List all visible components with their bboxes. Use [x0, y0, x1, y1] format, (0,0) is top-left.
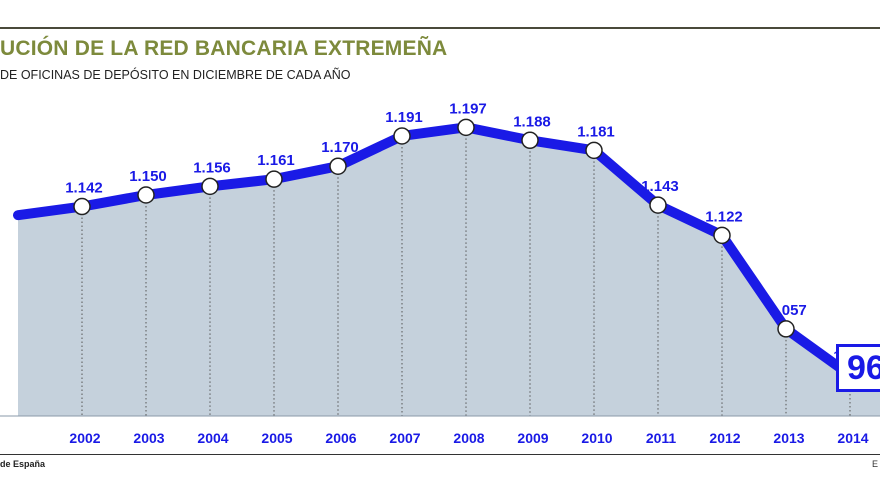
x-tick-label: 2003 — [133, 430, 164, 446]
x-tick-label: 2012 — [709, 430, 740, 446]
top-rule — [0, 27, 880, 29]
x-tick-label: 2006 — [325, 430, 356, 446]
data-label: 1.143 — [641, 178, 679, 195]
series-line — [13, 122, 880, 382]
chart-subtitle: DE OFICINAS DE DEPÓSITO EN DICIEMBRE DE … — [0, 68, 351, 82]
x-tick-label: 2007 — [389, 430, 420, 446]
x-tick-label: 2002 — [69, 430, 100, 446]
x-tick-label: 2014 — [837, 430, 868, 446]
data-label: 1.197 — [449, 100, 487, 117]
data-point — [649, 196, 667, 214]
data-label: 1.161 — [257, 152, 295, 169]
bottom-rule — [0, 454, 880, 455]
x-tick-label: 2008 — [453, 430, 484, 446]
credit-note: E — [872, 459, 879, 469]
chart-title: UCIÓN DE LA RED BANCARIA EXTREMEÑA — [0, 37, 448, 60]
x-tick-label: 2004 — [197, 430, 228, 446]
data-point — [713, 226, 731, 245]
data-point — [201, 177, 219, 196]
data-point — [521, 131, 539, 150]
data-label: 1.142 — [65, 180, 103, 197]
x-tick-label: 2005 — [261, 430, 292, 446]
data-label: 1.150 — [129, 168, 167, 185]
data-label: 1.170 — [321, 139, 359, 156]
data-label: 1.188 — [513, 113, 551, 130]
x-tick-label: 2013 — [773, 430, 804, 446]
data-label: 1.191 — [385, 109, 423, 126]
data-point — [457, 118, 475, 137]
data-label: 1.122 — [705, 208, 743, 225]
data-point — [137, 186, 155, 204]
source-note: de España — [0, 459, 46, 469]
data-point — [585, 141, 603, 160]
area-fill — [18, 127, 880, 416]
data-label: 1.156 — [193, 159, 231, 176]
data-label: 1.181 — [577, 123, 615, 140]
data-point — [329, 157, 347, 175]
x-tick-label: 2010 — [581, 430, 612, 446]
x-tick-label: 2011 — [646, 430, 677, 446]
data-point — [265, 170, 283, 188]
x-tick-label: 2009 — [517, 430, 548, 446]
data-point — [393, 127, 411, 145]
data-point — [777, 320, 795, 338]
data-point — [73, 197, 91, 216]
data-label: 1.057 — [769, 302, 807, 319]
highlight-value-box: 96 — [836, 344, 880, 392]
